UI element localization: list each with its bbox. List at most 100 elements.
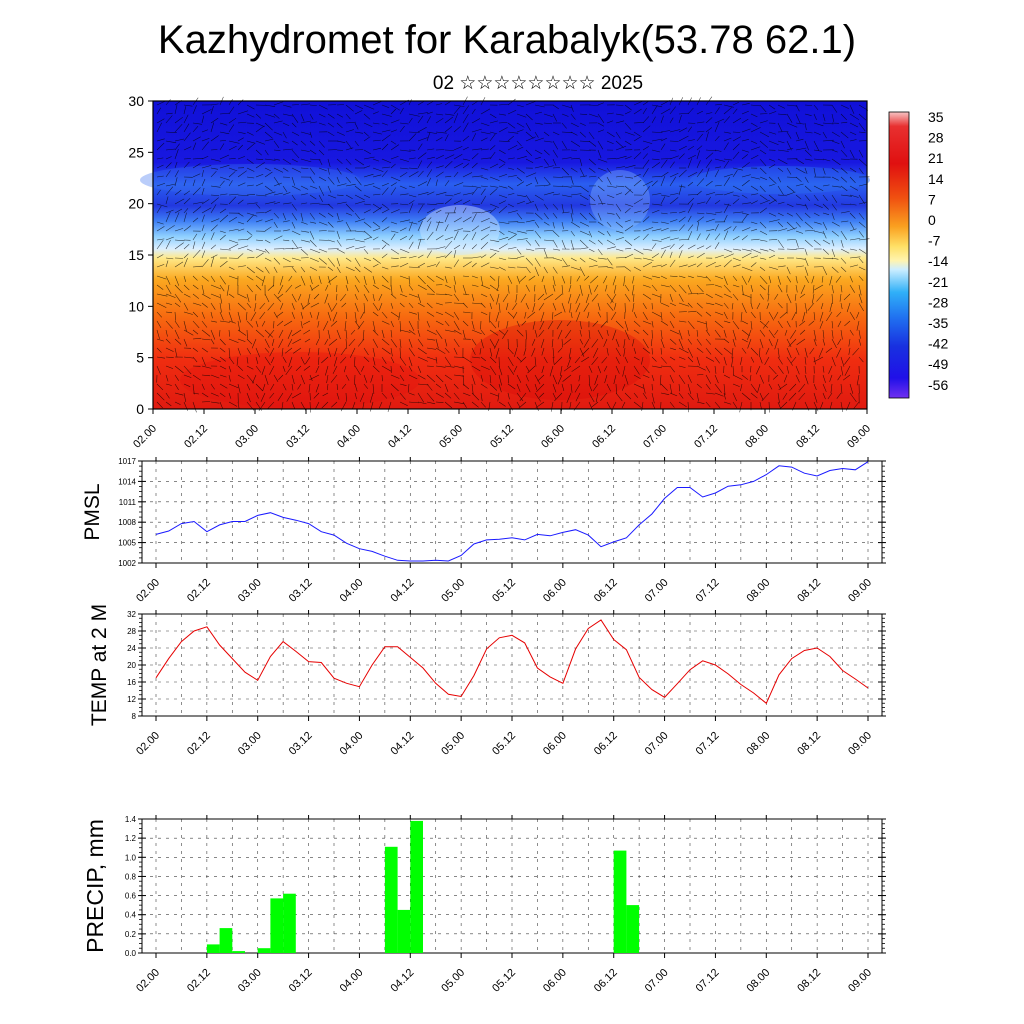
colorbar-label-8: -21 bbox=[928, 274, 948, 290]
colorbar-scale bbox=[888, 111, 910, 399]
colorbar-label-11: -42 bbox=[928, 336, 948, 352]
pmsl-xtick-label-1: 02.12 bbox=[185, 577, 213, 605]
precip-xtick-label-2: 03.00 bbox=[236, 967, 264, 995]
precip-xtick-label-1: 02.12 bbox=[185, 967, 213, 995]
temp-xtick-label-11: 07.12 bbox=[694, 730, 722, 758]
precip-xtick-label-11: 07.12 bbox=[694, 967, 722, 995]
precip-xtick-label-14: 09.00 bbox=[846, 967, 874, 995]
precip-xtick-label-12: 08.00 bbox=[744, 967, 772, 995]
heatmap-xtick-label-5: 04.12 bbox=[386, 423, 414, 451]
heatmap-ytick-label-25: 25 bbox=[128, 144, 144, 160]
precip-xtick-label-4: 04.00 bbox=[338, 967, 366, 995]
pmsl-xtick-label-13: 08.12 bbox=[795, 577, 823, 605]
temp-xtick-label-5: 04.12 bbox=[388, 730, 416, 758]
pmsl-ytick-label-2: 1008 bbox=[118, 518, 136, 527]
colorbar-label-6: -7 bbox=[928, 233, 941, 249]
pmsl-xtick-label-7: 05.12 bbox=[490, 577, 518, 605]
precip-bar-4 bbox=[270, 898, 284, 953]
precip-bar-1 bbox=[219, 928, 233, 953]
colorbar-label-2: 21 bbox=[928, 150, 944, 166]
precip-bar-7 bbox=[397, 909, 411, 953]
precip-ytick-label-7: 1.4 bbox=[125, 815, 137, 824]
heatmap-ytick-label-10: 10 bbox=[128, 298, 144, 314]
pmsl-ytick-label-3: 1011 bbox=[119, 498, 137, 507]
precip-xtick-label-9: 06.12 bbox=[592, 967, 620, 995]
colorbar-label-9: -28 bbox=[928, 294, 948, 310]
precip-xtick-label-8: 06.00 bbox=[541, 967, 569, 995]
colorbar-label-7: -14 bbox=[928, 253, 948, 269]
heatmap-ytick-label-5: 5 bbox=[136, 350, 144, 366]
pmsl-panel: 1002 1005 1008 1011 1014 1017 02.00 02.12 03.00 0… bbox=[81, 457, 886, 605]
precip-xtick-label-3: 03.12 bbox=[287, 967, 315, 995]
temp-xtick-label-8: 06.00 bbox=[541, 730, 569, 758]
temp-ytick-label-2: 16 bbox=[127, 678, 136, 687]
field-feature-4 bbox=[690, 166, 870, 194]
pmsl-xtick-label-6: 05.00 bbox=[439, 577, 467, 605]
pmsl-xtick-label-2: 03.00 bbox=[236, 577, 264, 605]
temp-xtick-label-1: 02.12 bbox=[185, 730, 213, 758]
colorbar-label-5: 0 bbox=[928, 212, 936, 228]
colorbar-label-0: 35 bbox=[928, 109, 944, 125]
precip-ytick-label-6: 1.2 bbox=[125, 834, 137, 843]
temp-ytick-label-4: 24 bbox=[127, 644, 136, 653]
heatmap-xtick-label-7: 05.12 bbox=[488, 423, 516, 451]
precip-ytick-label-0: 0.0 bbox=[125, 949, 137, 958]
temp-ytick-label-6: 32 bbox=[127, 610, 136, 619]
pmsl-xtick-label-11: 07.12 bbox=[694, 577, 722, 605]
precip-bar-2 bbox=[232, 951, 245, 953]
precip-ytick-label-2: 0.4 bbox=[125, 911, 137, 920]
heatmap-ytick-label-0: 0 bbox=[136, 401, 144, 417]
field-feature-5 bbox=[140, 164, 360, 196]
temp-xtick-label-13: 08.12 bbox=[795, 730, 823, 758]
precip-bar-3 bbox=[257, 948, 271, 953]
heatmap-xtick-label-9: 06.12 bbox=[590, 423, 618, 451]
field-feature-2 bbox=[420, 205, 500, 255]
pmsl-ytick-label-0: 1002 bbox=[118, 559, 136, 568]
pmsl-xtick-label-5: 04.12 bbox=[388, 577, 416, 605]
heatmap-ytick-label-20: 20 bbox=[128, 196, 144, 212]
temp-xtick-label-2: 03.00 bbox=[236, 730, 264, 758]
precip-bar-5 bbox=[283, 893, 296, 953]
colorbar-label-4: 7 bbox=[928, 191, 936, 207]
chart-subtitle: 02 ☆☆☆☆☆☆☆☆ 2025 bbox=[432, 73, 644, 94]
pmsl-xtick-label-0: 02.00 bbox=[134, 577, 162, 605]
heatmap-xtick-label-1: 02.12 bbox=[182, 423, 210, 451]
temp-xtick-label-3: 03.12 bbox=[287, 730, 315, 758]
pmsl-xtick-label-3: 03.12 bbox=[287, 577, 315, 605]
precip-bar-9 bbox=[613, 850, 627, 953]
colorbar-label-1: 28 bbox=[928, 130, 944, 146]
precip-ytick-label-5: 1.0 bbox=[125, 853, 137, 862]
precip-bar-6 bbox=[384, 846, 398, 953]
heatmap-xtick-label-11: 07.12 bbox=[692, 423, 720, 451]
pmsl-xtick-label-8: 06.00 bbox=[541, 577, 569, 605]
pmsl-ytick-label-5: 1017 bbox=[118, 457, 136, 466]
pmsl-xtick-label-14: 09.00 bbox=[846, 577, 874, 605]
heatmap-xtick-label-2: 03.00 bbox=[233, 423, 261, 451]
field-feature-1 bbox=[180, 352, 420, 408]
temp-ytick-label-0: 8 bbox=[132, 712, 137, 721]
precip-ytick-label-4: 0.8 bbox=[125, 872, 137, 881]
colorbar-label-13: -56 bbox=[928, 377, 948, 393]
upper-air-temperature-panel: 0 5 10 15 20 25 30 02.00 02.12 03.00 03.12 04.00 04.… bbox=[128, 93, 873, 451]
temp-xtick-label-9: 06.12 bbox=[592, 730, 620, 758]
temp-ytick-label-1: 12 bbox=[127, 695, 136, 704]
field-feature-0 bbox=[470, 320, 650, 400]
precip-xtick-label-7: 05.12 bbox=[490, 967, 518, 995]
temp-xtick-label-6: 05.00 bbox=[439, 730, 467, 758]
precip-xtick-label-10: 07.00 bbox=[643, 967, 671, 995]
precip-panel: 0.0 0.2 0.4 0.6 0.8 1.0 1.2 1.4 02.00 02.12 03.00 0… bbox=[82, 815, 886, 995]
heatmap-xtick-label-8: 06.00 bbox=[539, 423, 567, 451]
heatmap-xtick-label-10: 07.00 bbox=[641, 423, 669, 451]
heatmap-xtick-label-6: 05.00 bbox=[437, 423, 465, 451]
pmsl-ytick-label-4: 1014 bbox=[118, 477, 136, 486]
pmsl-xtick-label-9: 06.12 bbox=[592, 577, 620, 605]
colorbar-label-10: -35 bbox=[928, 315, 948, 331]
pmsl-xtick-label-4: 04.00 bbox=[338, 577, 366, 605]
colorbar-label-12: -49 bbox=[928, 356, 948, 372]
wind-barbs bbox=[156, 96, 870, 413]
heatmap-xtick-label-4: 04.00 bbox=[335, 423, 363, 451]
precip-xtick-label-0: 02.00 bbox=[134, 967, 162, 995]
temp-2m-panel: 8 12 16 20 24 28 32 02.00 02.12 03.00 03.12 04.00 04… bbox=[88, 604, 886, 758]
temperature-colorbar: 35 28 21 14 7 0 -7 -14 -21 -28 -35 -42 -49 -56 bbox=[888, 109, 948, 399]
